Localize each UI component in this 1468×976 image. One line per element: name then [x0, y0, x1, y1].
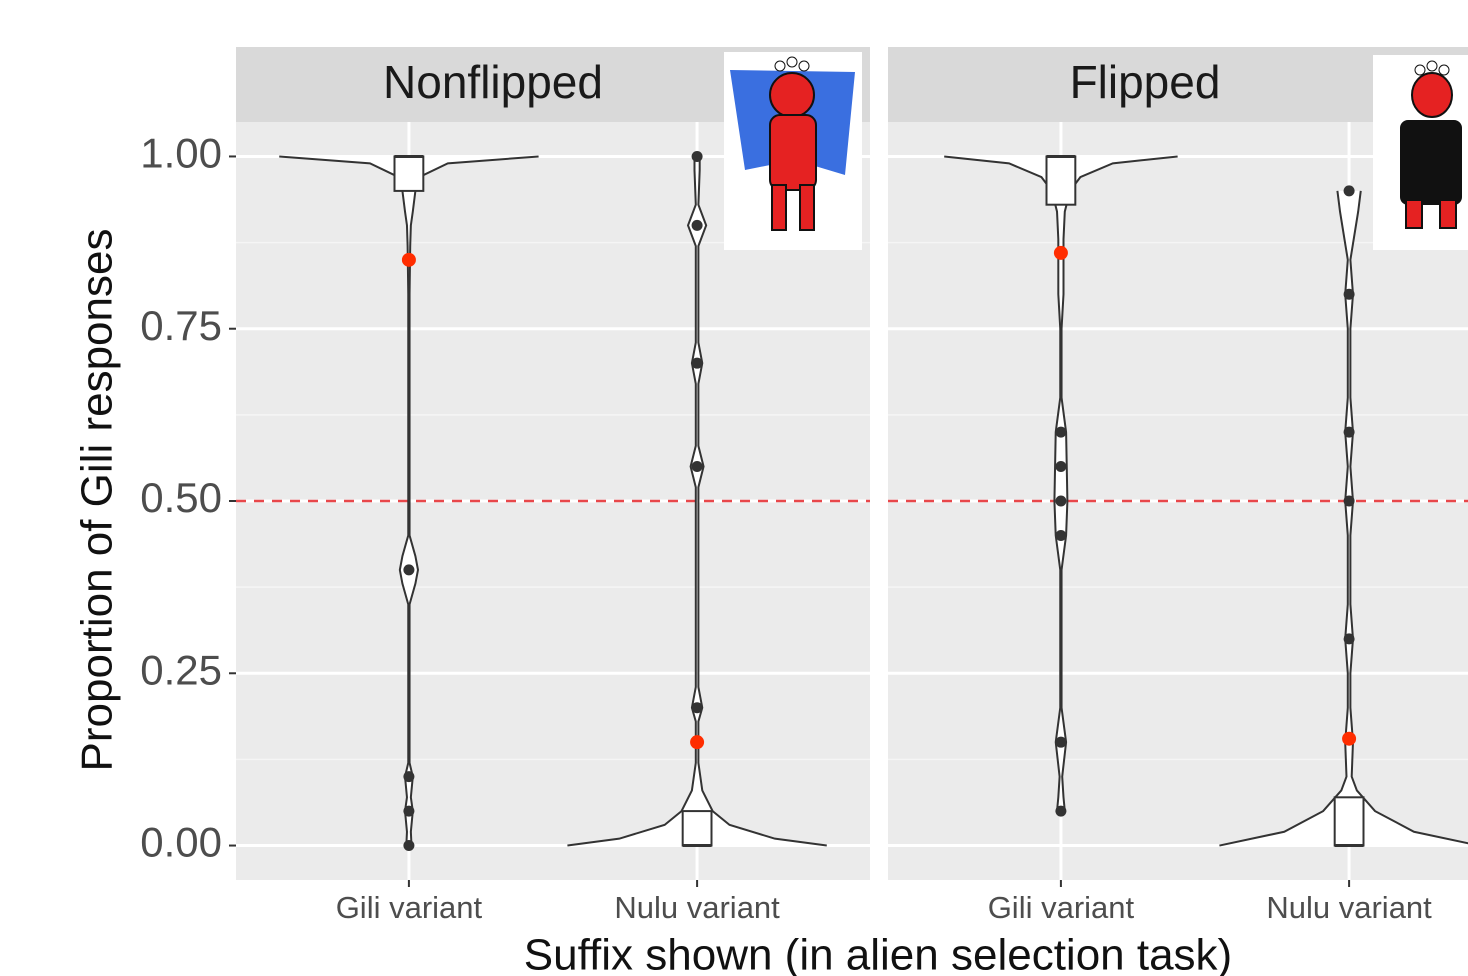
mean-point: [402, 253, 416, 267]
outlier-point: [403, 840, 414, 851]
outlier-point: [1344, 185, 1355, 196]
outlier-point: [403, 564, 414, 575]
outlier-point: [692, 702, 703, 713]
x-axis-title: Suffix shown (in alien selection task): [524, 931, 1232, 976]
outlier-point: [403, 771, 414, 782]
y-tick-label: 0.25: [140, 646, 222, 693]
alien-icon: [724, 52, 862, 250]
outlier-point: [403, 806, 414, 817]
outlier-point: [692, 220, 703, 231]
x-tick-label: Nulu variant: [1266, 890, 1432, 925]
box: [683, 811, 712, 845]
outlier-point: [1344, 496, 1355, 507]
outlier-point: [1344, 427, 1355, 438]
outlier-point: [1344, 289, 1355, 300]
y-axis-title: Proportion of Gili responses: [73, 229, 122, 772]
outlier-point: [692, 461, 703, 472]
box: [1335, 797, 1364, 845]
outlier-point: [1055, 461, 1066, 472]
y-tick-label: 1.00: [140, 130, 222, 177]
chart: Nonflipped Gili variant Nulu variant Flippe…: [0, 0, 1468, 976]
outlier-point: [1055, 737, 1066, 748]
y-tick-label: 0.00: [140, 819, 222, 866]
mean-point: [1342, 732, 1356, 746]
outlier-point: [1344, 633, 1355, 644]
outlier-point: [1055, 427, 1066, 438]
y-tick-label: 0.50: [140, 474, 222, 521]
outlier-point: [1055, 530, 1066, 541]
outlier-point: [1055, 496, 1066, 507]
box: [1047, 156, 1076, 204]
mean-point: [1054, 246, 1068, 260]
mean-point: [690, 735, 704, 749]
x-tick-label: Gili variant: [988, 890, 1135, 925]
x-tick-label: Gili variant: [336, 890, 483, 925]
y-tick-label: 0.75: [140, 302, 222, 349]
alien-icon: [1373, 55, 1468, 250]
facet-title: Flipped: [1070, 56, 1221, 108]
x-tick-label: Nulu variant: [614, 890, 780, 925]
facet-title: Nonflipped: [383, 56, 603, 108]
outlier-point: [1055, 806, 1066, 817]
box: [395, 156, 424, 190]
outlier-point: [692, 151, 703, 162]
outlier-point: [692, 358, 703, 369]
